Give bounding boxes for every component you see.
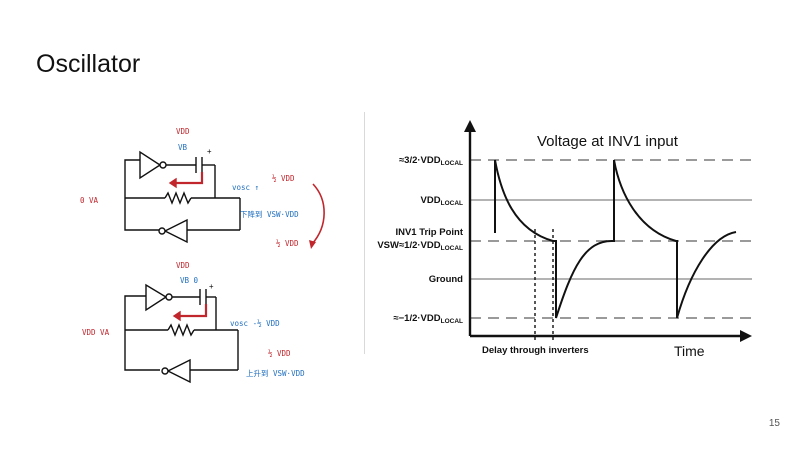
bottom-half-vdd-down: ½ VDD [268,349,291,358]
label-3-2-vdd: ≈3/2·VDDLOCAL [399,155,463,167]
label-ground: Ground [429,274,463,285]
sketch-bottom [124,283,239,384]
resistor-icon [164,191,192,205]
top-descend-note: 下降到 VSW·VDD [240,209,299,219]
label-neg-half-vdd: ≈−1/2·VDDLOCAL [393,313,463,325]
top-half-vdd-down: ½ VDD [276,239,299,248]
bottom-plus-sign: + [209,282,214,291]
inverter-4-icon [166,358,191,384]
bottom-vdd-label: VDD [176,261,190,270]
top-half-vdd-up: ½ VDD [272,174,295,183]
top-va-label: 0 VA [80,196,99,205]
page-number: 15 [768,418,780,429]
top-plus-sign: + [207,147,212,156]
plot-title: Voltage at INV1 input [537,133,679,150]
resistor-2-icon [167,323,195,337]
slide-title: Oscillator [36,50,141,78]
y-axis-arrow-icon [464,120,476,132]
bottom-va-label: VDD VA [82,328,110,337]
bottom-vosc-label: vosc -½ VDD [230,319,280,328]
x-axis-label: Time [674,343,705,359]
voltage-waveform [494,159,737,319]
label-trip-point: INV1 Trip Point [395,227,463,238]
inverter-2-icon [163,218,188,244]
inverter-3-icon [145,283,168,312]
circuit-sketches: VDD VB + 0 VA vosc ↑ ½ VDD 下降到 VSW·VDD ½… [80,127,325,384]
top-vosc-label: vosc ↑ [232,183,259,192]
divider-line [364,112,365,354]
label-vsw: VSW≈1/2·VDDLOCAL [377,240,463,252]
curved-arrow-icon [311,183,325,245]
top-vdd-label: VDD [176,127,190,136]
x-axis-arrow-icon [740,330,752,342]
top-vb-label: VB [178,143,188,152]
delay-label: Delay through inverters [482,345,589,356]
inverter-1-icon [139,150,162,180]
bottom-rise-note: 上升到 VSW·VDD [246,369,305,378]
label-vdd: VDDLOCAL [421,195,463,207]
bottom-vb-label: VB 0 [180,276,199,285]
sketch-top [124,150,241,244]
